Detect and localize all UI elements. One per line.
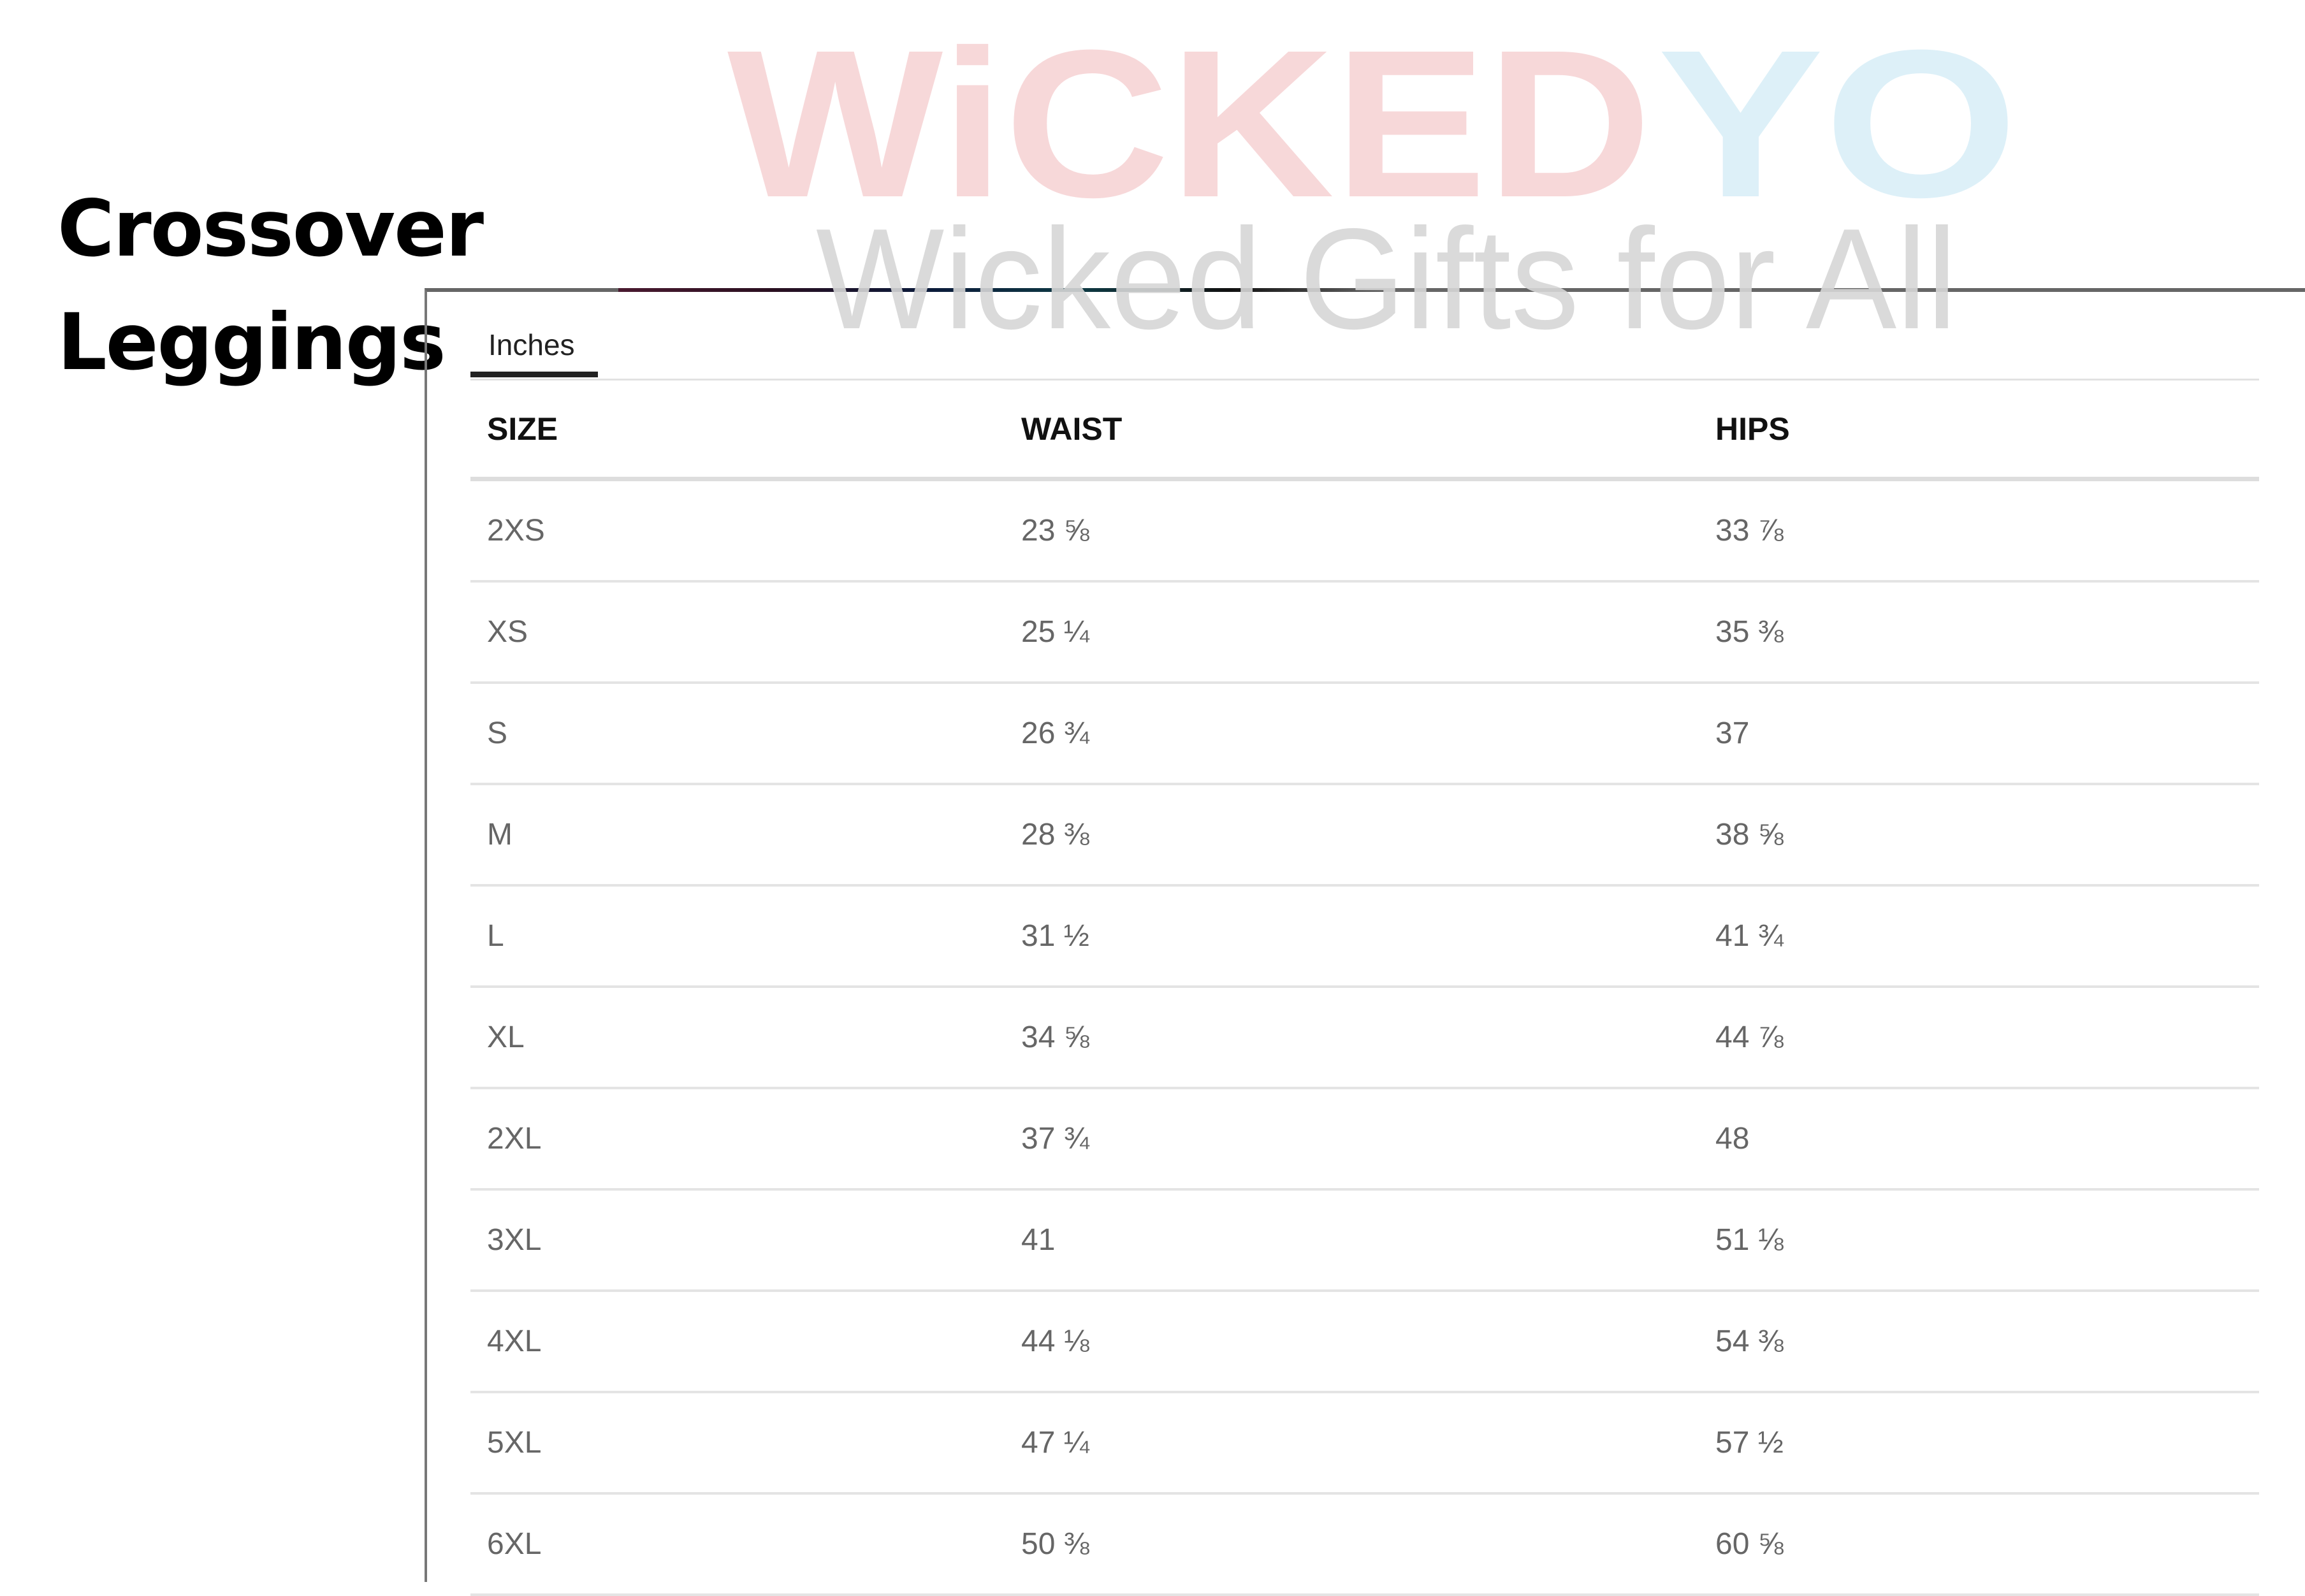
cell-hips: 60 ⅝	[1715, 1527, 1784, 1561]
cell-hips: 35 ⅜	[1715, 615, 1784, 649]
table-row: 2XS 23 ⅝ 33 ⅞	[470, 481, 2259, 583]
cell-waist: 25 ¼	[1021, 615, 1089, 649]
cell-size: S	[487, 716, 508, 750]
cell-waist: 31 ½	[1021, 919, 1089, 953]
table-row: 4XL 44 ⅛ 54 ⅜	[470, 1292, 2259, 1393]
cell-waist: 28 ⅜	[1021, 818, 1089, 852]
cell-hips: 44 ⅞	[1715, 1020, 1784, 1054]
table-header-row: SIZE WAIST HIPS	[470, 381, 2259, 481]
cell-waist: 34 ⅝	[1021, 1020, 1089, 1054]
cell-size: L	[487, 919, 504, 953]
table-row: 3XL 41 51 ⅛	[470, 1191, 2259, 1292]
header-size: SIZE	[487, 410, 558, 447]
page-title: Crossover Leggings	[57, 172, 484, 399]
cell-waist: 41	[1021, 1223, 1056, 1257]
cell-size: XS	[487, 615, 528, 649]
cell-size: XL	[487, 1020, 525, 1054]
cell-waist: 23 ⅝	[1021, 514, 1089, 548]
active-tab-indicator	[470, 372, 598, 377]
tab-label: Inches	[488, 328, 575, 361]
cell-size: 4XL	[487, 1324, 542, 1358]
cell-size: M	[487, 818, 513, 852]
table-row: XS 25 ¼ 35 ⅜	[470, 583, 2259, 684]
cell-size: 5XL	[487, 1426, 542, 1460]
cell-waist: 50 ⅜	[1021, 1527, 1089, 1561]
table-row: M 28 ⅜ 38 ⅝	[470, 785, 2259, 887]
table-row: L 31 ½ 41 ¾	[470, 887, 2259, 988]
table-row: S 26 ¾ 37	[470, 684, 2259, 785]
size-chart-panel: Inches SIZE WAIST HIPS 2XS 23 ⅝ 33 ⅞ XS 25 ¼…	[425, 288, 2305, 1596]
tab-divider	[470, 379, 2259, 381]
title-line-2: Leggings	[57, 297, 446, 388]
cell-size: 6XL	[487, 1527, 542, 1561]
cell-waist: 44 ⅛	[1021, 1324, 1089, 1358]
cell-size: 2XL	[487, 1122, 542, 1156]
cell-hips: 54 ⅜	[1715, 1324, 1784, 1358]
cell-hips: 41 ¾	[1715, 919, 1784, 953]
header-hips: HIPS	[1715, 410, 1790, 447]
cell-hips: 38 ⅝	[1715, 818, 1784, 852]
table-row: 6XL 50 ⅜ 60 ⅝	[470, 1495, 2259, 1596]
cell-waist: 37 ¾	[1021, 1122, 1089, 1156]
table-row: 2XL 37 ¾ 48	[470, 1089, 2259, 1191]
table-row: XL 34 ⅝ 44 ⅞	[470, 988, 2259, 1089]
cell-hips: 51 ⅛	[1715, 1223, 1784, 1257]
decorative-strip	[618, 288, 1383, 292]
cell-hips: 57 ½	[1715, 1426, 1784, 1460]
size-table: SIZE WAIST HIPS 2XS 23 ⅝ 33 ⅞ XS 25 ¼ 35 ⅜ S 26…	[470, 381, 2259, 1596]
cell-hips: 37	[1715, 716, 1750, 750]
cell-hips: 33 ⅞	[1715, 514, 1784, 548]
table-row: 5XL 47 ¼ 57 ½	[470, 1393, 2259, 1495]
cell-size: 3XL	[487, 1223, 542, 1257]
watermark-brand-main: WiCKED	[727, 6, 1652, 241]
cell-waist: 47 ¼	[1021, 1426, 1089, 1460]
watermark-brand-accent: YO	[1657, 6, 2018, 241]
cell-size: 2XS	[487, 514, 545, 548]
cell-waist: 26 ¾	[1021, 716, 1089, 750]
cell-hips: 48	[1715, 1122, 1750, 1156]
header-waist: WAIST	[1021, 410, 1123, 447]
title-line-1: Crossover	[57, 184, 484, 274]
tab-inches[interactable]: Inches	[470, 311, 598, 377]
